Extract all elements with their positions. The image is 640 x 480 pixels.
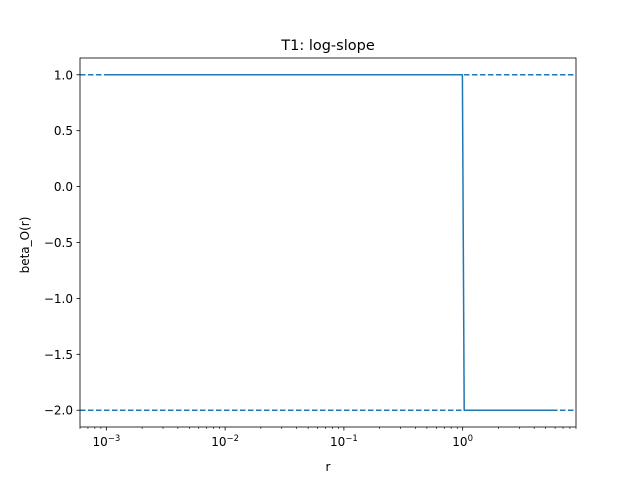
y-tick-label-1: 0.5 [54,124,73,138]
x-tick-label-0: 10−3 [92,434,120,449]
x-axis-label: r [326,460,331,474]
series-line-0 [106,74,556,411]
y-tick-label-0: 1.0 [54,68,73,82]
x-tick-label-2: 10−1 [330,434,358,449]
y-tick-label-2: 0.0 [54,180,73,194]
y-tick-label-3: −0.5 [44,236,73,250]
x-tick-label-1: 10−2 [211,434,239,449]
plot-layer: 1.0 0.5 0.0 −0.5 −1.0 −1.5 −2.0 10−3 10−2 10−1 100 [44,57,577,449]
y-tick-label-6: −2.0 [44,404,73,418]
y-tick-label-4: −1.0 [44,292,73,306]
chart-title: T1: log-slope [280,38,375,54]
x-tick-label-3: 100 [452,434,473,449]
y-axis-label: beta_O(r) [18,217,32,274]
y-tick-label-5: −1.5 [44,348,73,362]
